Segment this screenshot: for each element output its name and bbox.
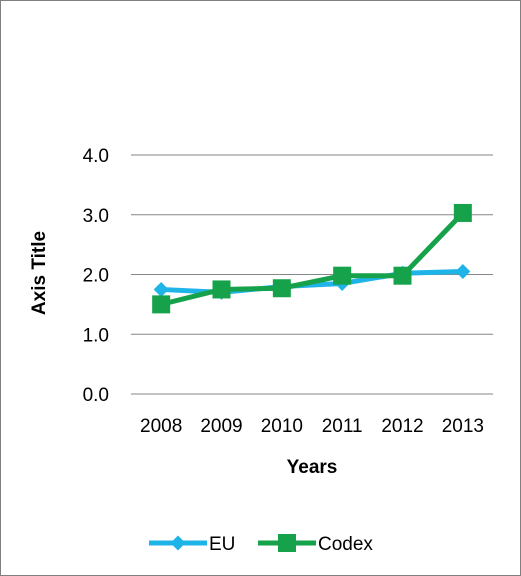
legend-marker-codex (278, 534, 296, 552)
x-tick-label: 2013 (442, 416, 484, 437)
data-point-eu (455, 264, 471, 280)
y-tick-label: 2.0 (83, 266, 109, 287)
gridlines (131, 154, 493, 395)
x-tick-label: 2008 (140, 416, 182, 437)
x-axis-title: Years (287, 457, 338, 478)
series-layer (152, 203, 472, 314)
legend: EU Codex (149, 534, 373, 555)
x-tick-label: 2009 (200, 416, 242, 437)
data-point-codex (212, 280, 231, 299)
data-point-codex (393, 266, 412, 285)
data-point-codex (152, 295, 171, 314)
data-point-codex (453, 203, 472, 222)
series-codex (152, 203, 472, 314)
x-tick-label: 2010 (261, 416, 303, 437)
data-point-eu (153, 281, 169, 297)
y-tick-label: 1.0 (83, 325, 109, 346)
x-tick-label: 2011 (322, 416, 363, 437)
legend-marker-eu (170, 535, 186, 551)
data-point-codex (272, 279, 291, 298)
legend-item-codex: Codex (258, 534, 373, 555)
legend-label-codex: Codex (318, 534, 373, 555)
legend-item-eu: EU (149, 534, 235, 555)
y-axis-title: Axis Title (29, 231, 50, 315)
series-line-codex (160, 211, 465, 307)
y-axis-ticks: 0.0 1.0 2.0 3.0 4.0 (83, 146, 109, 406)
x-tick-label: 2012 (381, 416, 423, 437)
y-tick-label: 4.0 (83, 146, 109, 167)
data-point-codex (333, 266, 352, 285)
y-tick-label: 0.0 (83, 385, 109, 406)
legend-label-eu: EU (209, 534, 235, 555)
y-tick-label: 3.0 (83, 206, 109, 227)
x-axis-ticks: 2008 2009 2010 2011 2012 2013 (140, 416, 484, 437)
